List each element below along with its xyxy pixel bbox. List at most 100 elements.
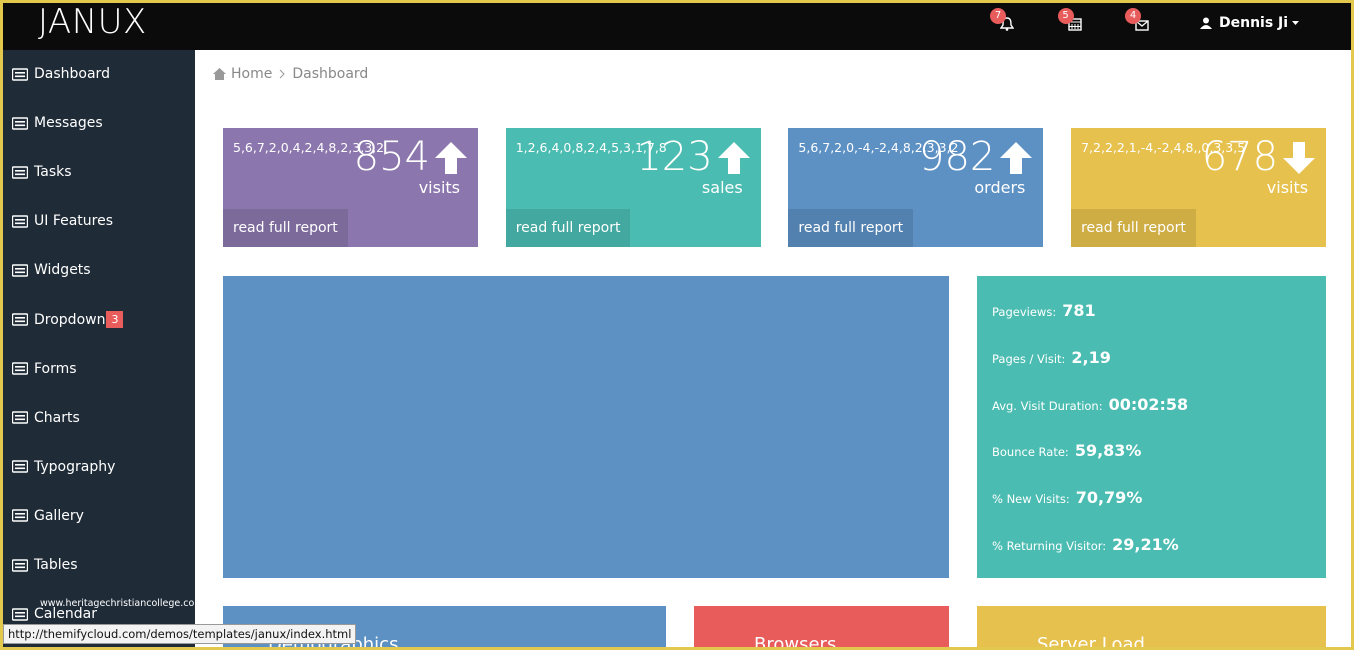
stat-row-value: 70,79% [1075,488,1143,508]
nav-icon [12,460,34,473]
stat-label: visits [1266,178,1309,197]
nav-item[interactable]: Forms [12,359,77,379]
brand[interactable]: JANUX [38,2,147,42]
stat-row: Pages / Visit: 2,19 [992,348,1111,367]
user-menu[interactable]: Dennis Ji [1200,15,1301,31]
home-icon [213,68,226,80]
notification[interactable]: 5 [1057,8,1082,35]
nav-icon [12,362,34,375]
notification[interactable]: 4 [1125,8,1149,35]
notification-icon [1067,17,1082,31]
breadcrumb-item[interactable]: Home [231,66,273,82]
stat-label: visits [418,178,460,197]
notification-badge: 4 [1125,8,1141,24]
caret [1292,21,1300,25]
report-link[interactable]: read full report [505,209,631,247]
nav-icon [12,165,34,179]
sparkline-data: 1,2,6,4,0,8,2,4,5,3,1,7,8 [515,140,667,155]
nav-icon [12,67,34,81]
stat-value: 123 [636,134,713,180]
nav-item[interactable]: Messages [12,113,103,133]
nav-label: Tasks [34,164,72,181]
stat-row-label: Pages / Visit: [992,351,1066,366]
nav-icon [12,313,34,326]
nav-item[interactable]: Tables [12,555,78,575]
panel-title: Server Load [1037,634,1145,650]
top-bar: JANUX 7 5 4 Dennis Ji [0,0,1354,50]
nav-label: Gallery [34,507,84,524]
stat-box: 5,6,7,2,0,-4,-2,4,8,2,3,3,2 982 orders read… [788,128,1044,247]
nav-badge: 3 [106,311,124,328]
stat-label: sales [701,178,743,197]
stat-row-label: Pageviews: [992,305,1057,319]
breadcrumb: Home Dashboard [213,66,368,82]
stat-box: 5,6,7,2,0,4,2,4,8,2,3,3,2 854 visits read f… [223,128,478,247]
stat-row-value: 29,21% [1112,535,1179,554]
stat-row-value: 2,19 [1071,347,1111,367]
nav-item[interactable]: Dashboard [12,64,110,84]
trend-arrow [998,140,1034,180]
nav-icon [12,558,34,572]
nav-label: Forms [34,360,77,377]
nav-label: Tables [34,557,78,573]
user-icon [1200,17,1212,29]
main-chart-panel [223,276,949,578]
nav-item[interactable]: UI Features [12,211,113,231]
stat-row: Avg. Visit Duration: 00:02:58 [992,395,1188,414]
stat-row-value: 59,83% [1074,441,1142,461]
nav-label: Typography [34,458,116,475]
notification-badge: 5 [1057,8,1074,24]
report-link[interactable]: read full report [1071,209,1196,247]
watermark: www.heritagechristiancollege.com [40,598,204,609]
nav-label: Widgets [34,262,91,279]
nav-item[interactable]: Charts [12,408,80,428]
nav-item[interactable]: Widgets [12,260,91,280]
stat-row: Bounce Rate: 59,83% [992,441,1141,460]
status-bar: http://themifycloud.com/demos/templates/… [3,624,357,644]
nav-icon [12,215,34,228]
stat-value: 678 [1201,134,1279,180]
stat-label: orders [974,178,1026,197]
nav-icon [12,607,34,621]
notification[interactable]: 7 [990,8,1014,35]
stat-value: 854 [353,134,430,180]
sparkline-data: 5,6,7,2,0,4,2,4,8,2,3,3,2 [233,140,385,155]
report-link[interactable]: read full report [223,209,348,247]
nav-icon [12,116,34,130]
sparkline-data: 5,6,7,2,0,-4,-2,4,8,2,3,3,2 [798,140,959,155]
stat-row-value: 00:02:58 [1108,394,1189,414]
sidebar: Dashboard Messages Tasks UI Features Widgets… [0,50,195,650]
user-name: Dennis Ji [1219,15,1289,31]
nav-item[interactable]: Tasks [12,162,72,182]
panel: Server Load [977,606,1326,650]
stat-row-value: 781 [1062,301,1096,320]
stat-row-label: Bounce Rate: [992,445,1069,460]
nav-label: Dashboard [34,66,110,82]
stat-row: % Returning Visitor: 29,21% [992,535,1179,554]
nav-item[interactable]: Dropdown 3 [12,310,124,330]
trend-arrow [716,140,752,180]
separator [279,69,286,79]
nav-item[interactable]: Gallery [12,506,84,526]
notification-icon [1135,19,1149,31]
notification-badge: 7 [990,8,1006,24]
nav-icon [12,264,34,277]
nav-label: Dropdown [34,311,106,328]
trend-arrow [1281,140,1317,180]
nav-icon [12,411,34,424]
nav-item[interactable]: Calendar [12,604,97,624]
stat-row-label: Avg. Visit Duration: [992,398,1103,413]
stat-row: % New Visits: 70,79% [992,488,1142,507]
nav-item[interactable]: Typography [12,457,115,477]
report-link[interactable]: read full report [788,209,914,247]
panel-title: Browsers [754,634,837,650]
stat-value: 982 [919,134,996,180]
nav-label: Charts [34,409,80,426]
site-stats: Pageviews: 781 Pages / Visit: 2,19 Avg. Visi… [977,276,1326,578]
panel: Browsers [694,606,949,650]
sparkline-data: 7,2,2,2,1,-4,-2,4,8,,0,3,3,5 [1081,140,1246,155]
trend-arrow [433,140,469,180]
nav-label: Calendar [34,606,97,623]
nav-label: Messages [34,115,103,132]
